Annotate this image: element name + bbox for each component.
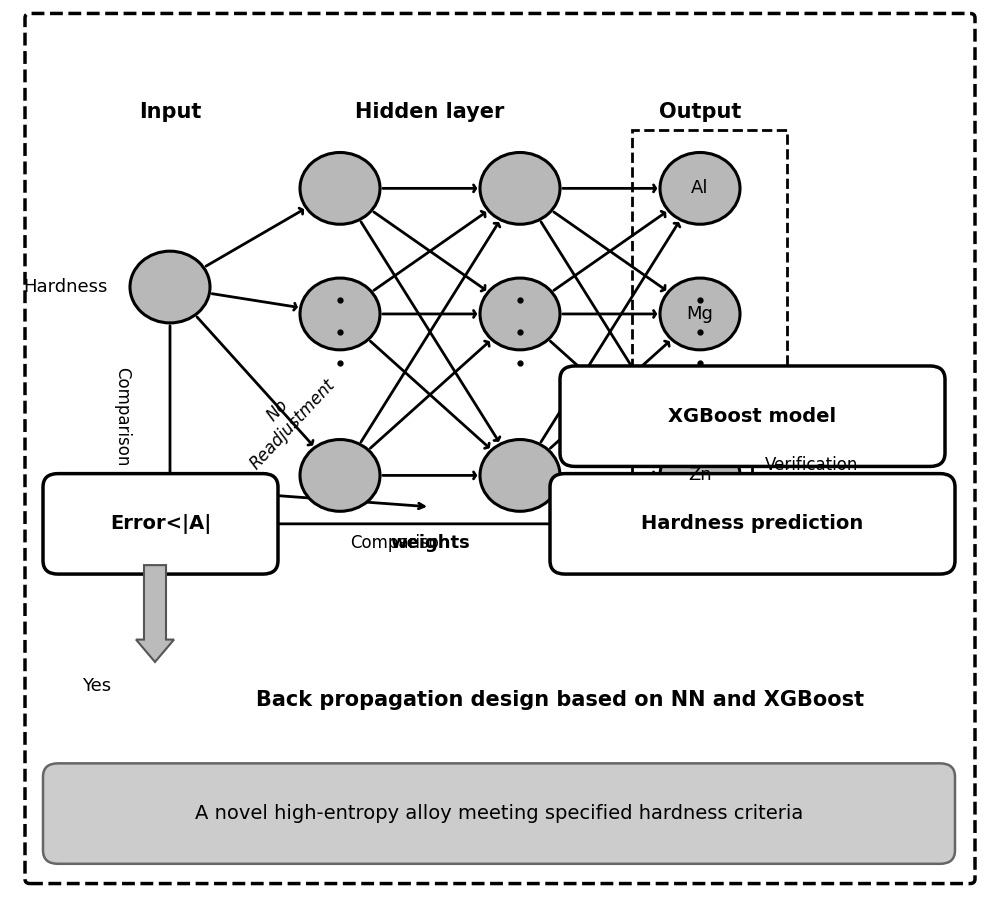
Text: Output: Output [659,102,741,122]
Circle shape [480,152,560,224]
Text: Al: Al [691,179,709,197]
Circle shape [480,440,560,511]
Circle shape [300,278,380,350]
Text: No
Readjustment: No Readjustment [231,361,339,473]
Circle shape [660,278,740,350]
Text: Input: Input [139,102,201,122]
Circle shape [300,152,380,224]
Circle shape [300,440,380,511]
Text: Mg: Mg [687,305,713,323]
Text: XGBoost model: XGBoost model [668,406,837,426]
Text: Verification: Verification [765,456,858,474]
Text: weights: weights [390,534,470,552]
Text: Comparison: Comparison [350,534,450,552]
Text: Yes: Yes [82,677,112,695]
Text: A novel high-entropy alloy meeting specified hardness criteria: A novel high-entropy alloy meeting speci… [195,804,803,823]
Text: Hidden layer: Hidden layer [355,102,505,122]
Text: Hardness prediction: Hardness prediction [641,514,864,534]
Circle shape [660,440,740,511]
Text: Error<|A|: Error<|A| [110,514,211,534]
Text: Hardness: Hardness [23,278,107,296]
FancyArrow shape [136,565,174,662]
Text: Zn: Zn [688,466,712,484]
Text: Comparison: Comparison [113,368,131,466]
Circle shape [130,251,210,323]
FancyBboxPatch shape [43,763,955,864]
Circle shape [660,152,740,224]
Circle shape [480,278,560,350]
FancyBboxPatch shape [25,13,975,884]
FancyBboxPatch shape [550,474,955,574]
Text: Back propagation design based on NN and XGBoost: Back propagation design based on NN and … [256,690,864,710]
FancyBboxPatch shape [43,474,278,574]
FancyBboxPatch shape [560,366,945,466]
